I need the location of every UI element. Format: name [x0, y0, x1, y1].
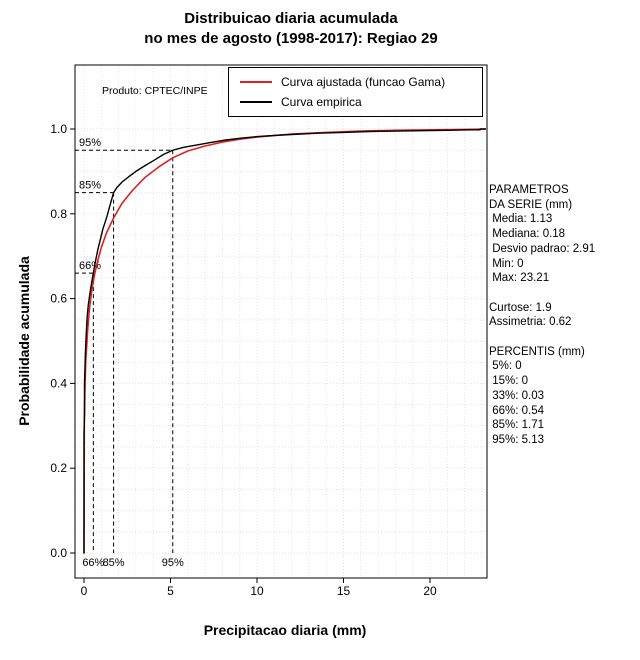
- y-tick-label: 0.8: [50, 207, 67, 221]
- empirical-curve: [83, 128, 487, 554]
- stats-line: [489, 286, 639, 301]
- stats-line: Mediana: 0.18: [489, 228, 566, 241]
- chart-title-line1: Distribuicao diaria acumulada: [184, 10, 398, 27]
- x-tick-label: 10: [250, 584, 264, 598]
- x-axis-label: Precipitacao diaria (mm): [203, 622, 367, 638]
- stats-line: PARAMETROS: [489, 184, 569, 196]
- stats-line: 95%: 5.13: [489, 433, 544, 446]
- stats-line: [489, 330, 639, 345]
- percentile-label-bottom: 66%: [82, 557, 104, 569]
- stats-line: Curtose: 1.9: [489, 301, 552, 314]
- stats-line: 85%: 1.71: [489, 419, 544, 432]
- product-note: Produto: CPTEC/INPE: [102, 85, 208, 97]
- stats-line: Min: 0: [489, 257, 524, 270]
- x-tick-label: 20: [423, 584, 437, 598]
- legend-item-empirical: Curva empirica: [240, 95, 482, 109]
- stats-line: 33%: 0.03: [489, 389, 544, 402]
- y-tick-label: 0.6: [50, 292, 67, 306]
- percentile-label-bottom: 95%: [162, 557, 184, 569]
- stats-line: Assimetria: 0.62: [489, 316, 572, 329]
- y-axis-label: Probabilidade acumulada: [16, 256, 32, 426]
- stats-panel: PARAMETROS DA SERIE (mm) Media: 1.13 Medi…: [489, 183, 639, 448]
- x-tick-label: 0: [81, 584, 88, 598]
- x-tick-label: 5: [167, 584, 174, 598]
- legend-label-fitted: Curva ajustada (funcao Gama): [281, 74, 446, 89]
- plot-border: [74, 64, 488, 579]
- chart-title-line2: no mes de agosto (1998-2017): Regiao 29: [144, 30, 438, 47]
- stats-line: 15%: 0: [489, 375, 528, 388]
- stats-line: 66%: 0.54: [489, 404, 544, 417]
- stats-line: DA SERIE (mm): [489, 198, 573, 211]
- stats-line: Media: 1.13: [489, 213, 553, 226]
- percentile-label-left: 85%: [79, 180, 101, 192]
- legend-item-fitted: Curva ajustada (funcao Gama): [240, 75, 482, 89]
- y-tick-label: 1.0: [50, 122, 67, 136]
- stats-line: PERCENTIS (mm): [489, 345, 585, 358]
- empirical-curve-line-swatch: [240, 101, 272, 104]
- y-tick-label: 0.0: [50, 546, 67, 560]
- legend-box: Curva ajustada (funcao Gama) Curva empir…: [228, 67, 483, 117]
- x-tick-label: 15: [337, 584, 351, 598]
- legend-label-empirical: Curva empirica: [281, 95, 362, 110]
- stats-line: Max: 23.21: [489, 272, 550, 285]
- stats-line: Desvio padrao: 2.91: [489, 242, 596, 255]
- y-tick-label: 0.4: [50, 376, 67, 390]
- fitted-curve-line-swatch: [240, 80, 272, 83]
- y-tick-label: 0.2: [50, 461, 67, 475]
- percentile-label-bottom: 85%: [103, 557, 125, 569]
- stats-line: 5%: 0: [489, 360, 522, 373]
- percentile-label-left: 95%: [79, 137, 101, 149]
